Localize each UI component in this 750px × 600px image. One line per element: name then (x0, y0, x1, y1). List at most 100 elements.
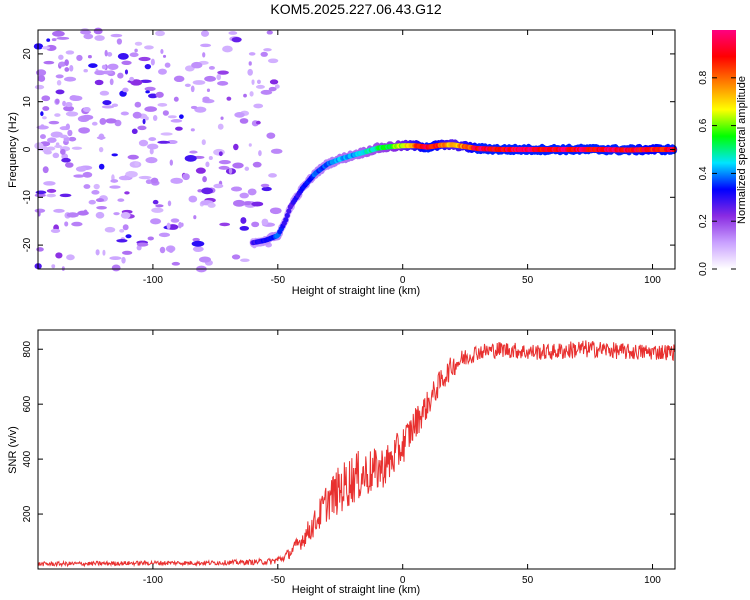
noise-blob (121, 60, 132, 66)
noise-blob (109, 185, 121, 189)
noise-blob (54, 113, 61, 117)
noise-blob (41, 116, 47, 120)
noise-blob (233, 143, 239, 151)
noise-blob (78, 127, 90, 134)
snr-y-label: SNR (v/v) (7, 426, 19, 474)
noise-blob (119, 228, 125, 233)
noise-blob (107, 63, 119, 70)
noise-blob (248, 52, 256, 56)
noise-blob (117, 52, 129, 60)
noise-blob (56, 36, 70, 40)
noise-blob (109, 256, 122, 261)
noise-blob (248, 143, 252, 147)
noise-blob (87, 55, 92, 59)
noise-blob (60, 148, 66, 155)
noise-blob (41, 46, 51, 50)
noise-blob (132, 111, 142, 119)
spectrogram-y-tick-label: 10 (22, 96, 33, 108)
noise-blob (76, 54, 83, 62)
spectrogram-y-tick-label: -20 (22, 237, 33, 252)
noise-blob (251, 221, 260, 228)
noise-blob (91, 121, 98, 126)
noise-blob (147, 236, 154, 241)
noise-blob (131, 128, 138, 135)
noise-blob (82, 171, 93, 178)
noise-blob (201, 30, 210, 37)
ridge-core (286, 208, 292, 214)
noise-blob (55, 98, 60, 104)
noise-blob (94, 35, 105, 41)
noise-blob (158, 68, 167, 75)
noise-blob (213, 183, 224, 189)
noise-blob (111, 264, 121, 272)
snr-y-tick-label: 400 (22, 450, 33, 467)
noise-blob (193, 215, 197, 220)
colorbar: 0.0 0.2 0.4 0.6 0.8 Normalized spectral ampl… (698, 30, 748, 276)
noise-blob (142, 118, 146, 125)
noise-blob (35, 190, 47, 195)
snr-x-tick-label: 100 (644, 575, 661, 586)
spectrogram-y-tick-label: 20 (22, 48, 33, 60)
noise-blob (261, 186, 272, 192)
noise-blob (62, 100, 67, 107)
spectrogram-x-tick-label: 100 (644, 275, 661, 286)
noise-blob (247, 188, 257, 196)
noise-blob (105, 118, 117, 124)
noise-blob (217, 123, 224, 130)
noise-blob (134, 161, 140, 167)
noise-blob (61, 157, 71, 163)
noise-blob (65, 111, 79, 117)
noise-blob (268, 86, 277, 92)
colorbar-label: Normalized spectral amplitude (736, 76, 748, 224)
noise-blob (83, 184, 91, 189)
noise-blob (166, 222, 171, 230)
noise-blob (243, 93, 247, 98)
noise-blob (200, 43, 212, 48)
spectrogram-x-tick-label: 50 (522, 275, 534, 286)
snr-y-ticks: 200 400 600 800 (22, 340, 675, 522)
noise-blob (164, 62, 171, 68)
noise-blob (166, 139, 178, 145)
noise-blob (102, 249, 106, 256)
noise-blob (269, 207, 282, 215)
noise-blob (167, 115, 177, 119)
noise-blob (171, 261, 181, 266)
noise-blob (99, 117, 107, 125)
snr-x-tick-label: -50 (271, 575, 286, 586)
noise-blob (228, 31, 238, 35)
noise-blob (137, 125, 147, 131)
noise-blob (244, 166, 250, 171)
noise-blob (149, 148, 154, 155)
noise-blob (96, 136, 106, 140)
colorbar-tick-label: 0.8 (698, 70, 709, 84)
noise-blob (152, 199, 159, 205)
noise-blob (77, 210, 89, 216)
noise-blob (120, 111, 129, 116)
noise-blob (239, 258, 250, 262)
noise-blob (58, 61, 66, 67)
noise-blob (191, 240, 205, 247)
noise-blob (121, 250, 133, 255)
noise-blob (268, 173, 277, 178)
noise-blob (98, 146, 104, 153)
noise-blob (216, 74, 222, 81)
noise-blob (65, 102, 73, 108)
noise-blob (263, 48, 272, 52)
noise-blob (158, 232, 171, 238)
noise-blob (239, 225, 250, 231)
noise-blob (188, 195, 198, 203)
noise-blob (67, 129, 73, 137)
noise-blob (249, 91, 254, 97)
noise-blob (129, 52, 139, 58)
colorbar-gradient (712, 30, 736, 269)
noise-blob (40, 134, 46, 140)
noise-blob (138, 175, 152, 180)
noise-blob (173, 96, 179, 102)
noise-blob (129, 76, 135, 82)
noise-blob (54, 144, 63, 148)
noise-blob (125, 234, 132, 239)
spectrogram-x-tick-label: 0 (400, 275, 406, 286)
noise-blob (208, 66, 215, 70)
